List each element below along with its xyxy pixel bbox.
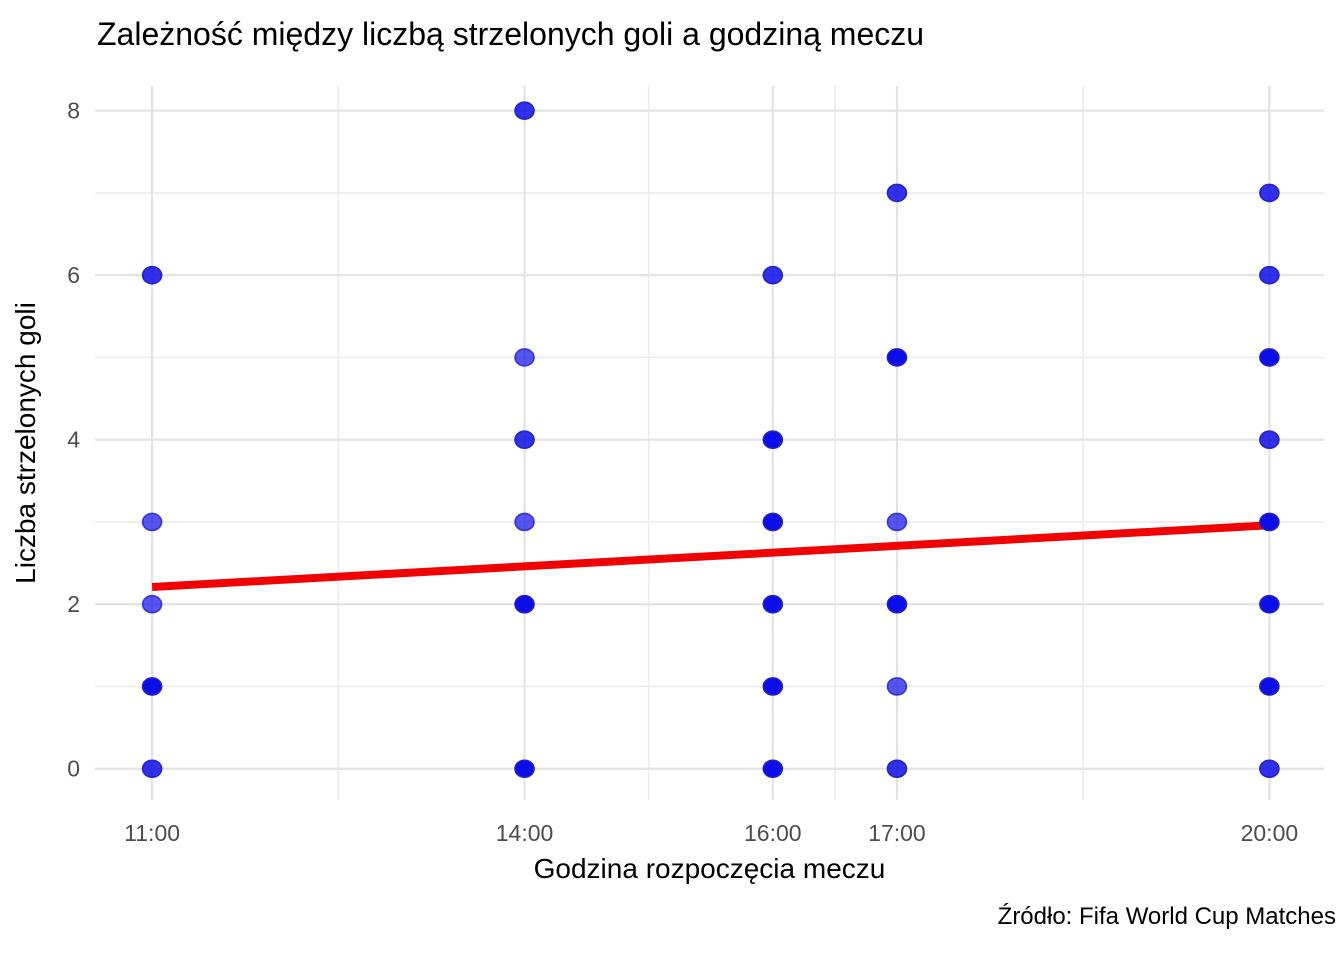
data-point [762, 430, 784, 450]
y-tick-label: 4 [67, 427, 80, 453]
x-tick-label: 20:00 [1241, 820, 1299, 846]
data-point [1259, 183, 1280, 203]
data-point [886, 348, 908, 367]
data-point [1259, 759, 1280, 779]
data-point [762, 677, 784, 696]
data-point [1259, 265, 1280, 285]
data-point [514, 101, 535, 120]
trend-line [151, 521, 1270, 591]
data-point [762, 594, 784, 614]
data-point [762, 265, 784, 285]
data-point [886, 677, 908, 696]
data-point [141, 594, 163, 614]
y-tick-label: 6 [67, 262, 80, 288]
y-tick-label: 8 [67, 98, 80, 124]
data-point [762, 512, 784, 532]
data-point [514, 430, 535, 450]
data-point [514, 512, 535, 532]
data-point [141, 759, 163, 779]
data-point [886, 183, 908, 203]
data-point [1259, 594, 1280, 614]
data-point [514, 348, 535, 367]
data-point [141, 677, 163, 696]
x-tick-label: 14:00 [496, 820, 554, 846]
data-point [1259, 430, 1280, 450]
x-tick-label: 11:00 [124, 820, 180, 846]
data-point [514, 594, 535, 614]
data-point [886, 759, 908, 779]
data-point [1259, 348, 1280, 367]
x-tick-label: 17:00 [868, 820, 926, 846]
data-point [141, 512, 163, 532]
y-tick-label: 0 [67, 756, 80, 782]
data-point [762, 759, 784, 779]
data-point [1259, 512, 1280, 532]
x-axis-title: Godzina rozpoczęcia meczu [533, 853, 886, 884]
chart-title: Zależność między liczbą strzelonych goli… [97, 16, 925, 52]
data-point [886, 594, 908, 614]
data-point [1259, 677, 1280, 696]
y-tick-label: 2 [67, 591, 80, 617]
source-caption: Źródło: Fifa World Cup Matches [997, 903, 1336, 930]
data-point [514, 759, 535, 779]
x-tick-label: 16:00 [744, 820, 802, 846]
data-point [141, 265, 163, 285]
data-point [886, 512, 908, 532]
